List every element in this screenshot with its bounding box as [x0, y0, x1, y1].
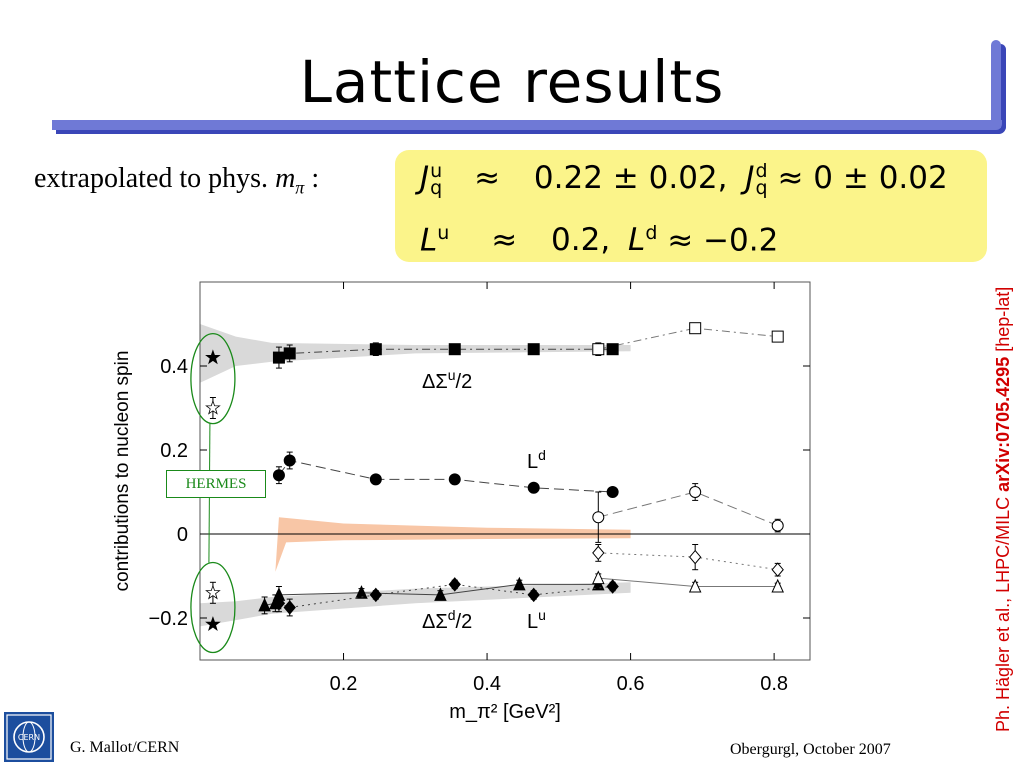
data-point-open-circle	[771, 519, 784, 532]
x-axis-label: m_π² [GeV²]	[449, 701, 561, 723]
hermes-point	[205, 584, 221, 600]
formula-ld-value: ≈ −0.2	[667, 222, 779, 259]
hermes-point	[205, 616, 221, 631]
formula-jd-value: ≈ 0 ± 0.02	[777, 160, 948, 196]
spin-contribution-chart: 0.2 0.4 0.6 0.8 −0.2 0 0.2 0.4 m_π² [GeV²] contri…	[112, 281, 811, 723]
label-dsigma-d: ΔΣd/2	[422, 607, 472, 633]
label-dsigma-u: ΔΣu/2	[422, 367, 472, 393]
formula-jd-sup: d	[755, 159, 768, 182]
data-point-triangle	[258, 597, 271, 612]
subline-prefix: extrapolated to phys.	[34, 163, 276, 194]
formula-j-symbol: J	[420, 160, 430, 196]
data-point-open-diamond	[771, 562, 784, 577]
reference-arxiv: arXiv:0705.4295	[993, 356, 1013, 492]
data-point-circle	[272, 469, 285, 482]
slide-title: Lattice results	[299, 48, 725, 116]
data-point-diamond	[272, 596, 286, 611]
title-bar-side	[991, 40, 1001, 128]
data-point-diamond	[283, 600, 296, 615]
y-tick-label: 0.4	[160, 356, 188, 378]
formula-lu-sup: u	[437, 222, 450, 244]
data-point-square	[369, 343, 382, 356]
data-point-open-square	[771, 330, 784, 343]
data-point-diamond	[606, 579, 619, 594]
x-tick-label: 0.4	[473, 673, 501, 695]
cern-logo: CERN	[4, 712, 54, 762]
y-tick-label: −0.2	[149, 608, 188, 630]
x-tick-label: 0.2	[330, 673, 358, 695]
series-line-open-circle	[598, 491, 778, 527]
footer-event: Obergurgl, October 2007	[730, 741, 891, 758]
reference-citation: Ph. Hägler et al., LHPC/MILC arXiv:0705.…	[993, 287, 1021, 732]
data-point-square	[606, 343, 619, 356]
series-line-diamond	[278, 583, 613, 609]
data-point-square	[272, 351, 285, 364]
formula-ju-value: 0.22 ± 0.02,	[533, 160, 728, 196]
formula-j-sup: u	[430, 159, 443, 182]
footer-author: G. Mallot/CERN	[70, 739, 180, 756]
data-point-open-circle	[592, 511, 605, 524]
formula-approx-2: ≈	[491, 222, 518, 259]
formula-j-sub: q	[430, 176, 443, 199]
data-point-open-square	[592, 343, 605, 356]
cern-logo-icon: CERN	[6, 714, 52, 760]
data-point-triangle	[355, 585, 368, 599]
formula-box	[395, 150, 987, 262]
formula-approx-1: ≈	[474, 160, 501, 196]
formula-jd-sub: q	[755, 176, 768, 199]
data-point-diamond	[369, 587, 382, 603]
data-point-triangle	[513, 576, 526, 591]
y-axis-label: contributions to nucleon spin	[112, 351, 133, 592]
data-point-open-triangle	[688, 578, 702, 593]
data-point-triangle	[434, 587, 447, 601]
reference-prefix: Ph. Hägler et al., LHPC/MILC	[993, 491, 1013, 732]
y-tick-label: 0	[177, 524, 188, 546]
data-point-open-circle	[689, 486, 702, 498]
hermes-label: HERMES	[166, 470, 266, 498]
formula-jd-symbol: J	[745, 160, 755, 196]
data-point-open-diamond	[689, 549, 702, 565]
data-point-open-square	[689, 322, 702, 335]
data-point-circle	[527, 481, 540, 494]
data-point-circle	[606, 486, 619, 498]
hermes-ellipse-top	[190, 332, 236, 425]
formula-row-2: Lu ≈ 0.2, Ld ≈ −0.2	[420, 222, 778, 258]
data-point-open-triangle	[592, 570, 605, 585]
data-point-open-diamond	[592, 545, 605, 561]
data-point-diamond	[448, 577, 461, 592]
data-point-circle	[369, 473, 382, 486]
label-l-d: Ld	[527, 447, 546, 473]
x-tick-label: 0.6	[617, 673, 645, 695]
y-tick-label: 0.2	[160, 440, 188, 462]
series-line-circle	[278, 459, 613, 493]
label-l-u: Lu	[527, 607, 546, 633]
subline: extrapolated to phys. mπ :	[34, 163, 319, 199]
formula-ld-symbol: L	[628, 222, 646, 259]
data-point-diamond	[527, 587, 540, 603]
data-point-circle	[448, 473, 461, 486]
data-point-circle	[283, 454, 296, 467]
cern-logo-text: CERN	[18, 733, 40, 742]
series-line-open-diamond	[598, 552, 778, 571]
reference-suffix: [hep-lat]	[993, 286, 1013, 357]
x-tick-label: 0.8	[760, 673, 788, 695]
subline-var: m	[275, 163, 296, 194]
title-bar	[52, 120, 1002, 130]
formula-ld-sup: d	[645, 222, 658, 244]
data-point-open-triangle	[771, 578, 784, 593]
orbital-band	[275, 517, 631, 572]
data-point-square	[283, 347, 296, 360]
data-point-square	[448, 343, 461, 356]
subline-sub: π	[295, 177, 305, 198]
subline-suffix: :	[304, 163, 320, 194]
hermes-ellipse-bottom	[190, 561, 236, 654]
hermes-point	[205, 349, 221, 365]
hermes-point	[205, 399, 221, 415]
data-point-square	[527, 343, 540, 356]
dsigma-u-band	[200, 324, 631, 383]
formula-lu-value: 0.2,	[551, 222, 611, 259]
formula-l-symbol: L	[420, 222, 438, 259]
